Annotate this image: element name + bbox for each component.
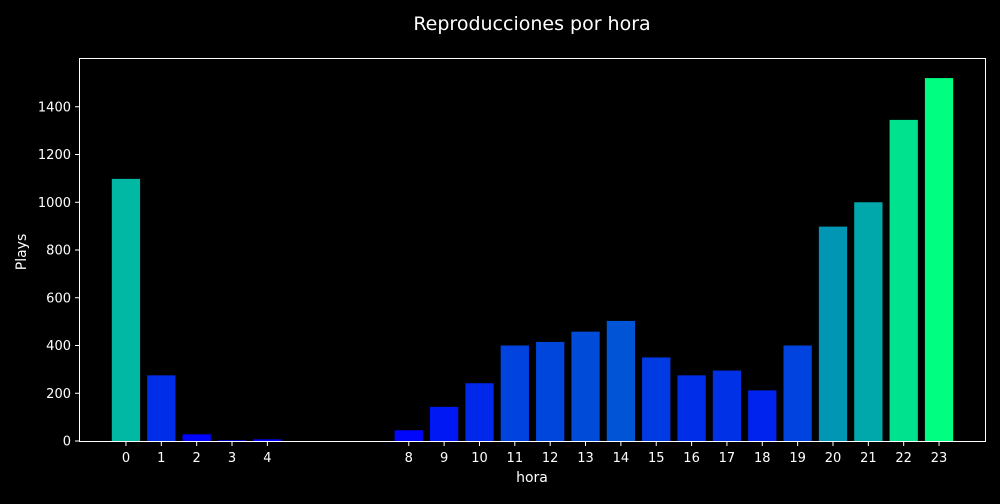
y-tick-label: 800 (46, 244, 71, 259)
y-tick-label: 0 (63, 435, 71, 450)
y-axis-ticks: 0 200 400 600 800 1000 1200 1400 (38, 100, 80, 450)
bar-hour-11 (500, 345, 529, 441)
x-tick-label: 13 (577, 451, 594, 466)
x-axis-label: hora (516, 470, 548, 486)
x-tick-label: 3 (228, 451, 236, 466)
x-tick-label: 11 (507, 451, 524, 466)
bar-hour-12 (536, 341, 565, 441)
bar-hour-19 (783, 345, 812, 441)
bar-hour-10 (465, 383, 494, 441)
bar-hour-15 (642, 357, 671, 441)
bar-hour-14 (606, 320, 636, 441)
bar-hour-20 (818, 226, 848, 441)
bar-hour-1 (147, 375, 176, 441)
bar-hour-22 (889, 119, 918, 441)
x-tick-label: 10 (471, 451, 488, 466)
bar-hour-13 (571, 331, 600, 441)
x-tick-label: 22 (895, 451, 912, 466)
bar-hour-9 (429, 406, 459, 441)
x-tick-label: 16 (683, 451, 700, 466)
x-tick-label: 19 (789, 451, 806, 466)
bar-hour-17 (712, 370, 742, 441)
bars (111, 78, 954, 441)
bar-hour-3 (217, 440, 247, 441)
bar-hour-21 (854, 202, 883, 441)
x-tick-label: 14 (613, 451, 630, 466)
x-axis-ticks: 0 1 2 3 4 8 9 10 11 12 13 14 15 16 17 18 19 20 21 22 23 (122, 441, 948, 466)
y-tick-label: 1000 (38, 196, 71, 211)
bar-hour-2 (182, 434, 211, 441)
plot-frame (79, 58, 986, 442)
y-tick-label: 200 (46, 387, 71, 402)
bar-hour-16 (677, 375, 706, 441)
x-tick-label: 4 (263, 451, 271, 466)
y-tick-label: 600 (46, 291, 71, 306)
y-tick-label: 1200 (38, 148, 71, 163)
x-tick-label: 18 (754, 451, 771, 466)
x-tick-label: 23 (931, 451, 948, 466)
bar-hour-4 (253, 439, 282, 441)
x-tick-label: 15 (648, 451, 665, 466)
y-tick-label: 1400 (38, 100, 71, 115)
x-tick-label: 2 (193, 451, 201, 466)
y-axis-label: Plays (14, 234, 30, 271)
x-tick-label: 8 (405, 451, 413, 466)
x-tick-label: 17 (719, 451, 736, 466)
x-tick-label: 0 (122, 451, 130, 466)
bar-hour-0 (111, 178, 141, 441)
x-tick-label: 1 (157, 451, 165, 466)
bar-hour-23 (924, 78, 954, 441)
chart-title: Reproducciones por hora (413, 13, 650, 35)
x-tick-label: 12 (542, 451, 559, 466)
y-tick-label: 400 (46, 339, 71, 354)
bar-hour-8 (394, 430, 423, 441)
x-tick-label: 9 (440, 451, 448, 466)
x-tick-label: 20 (825, 451, 842, 466)
bar-hour-18 (748, 390, 777, 441)
x-tick-label: 21 (860, 451, 877, 466)
